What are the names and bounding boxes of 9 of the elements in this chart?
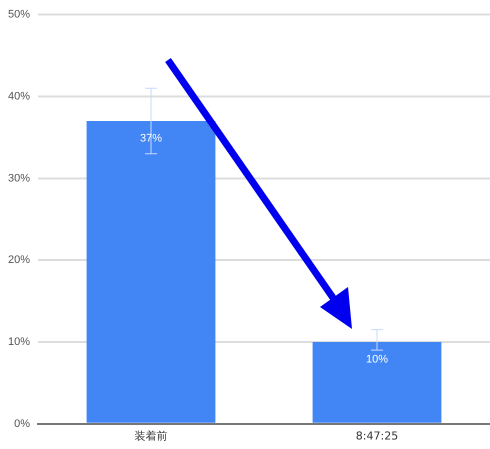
y-tick-label: 50% (8, 8, 30, 21)
y-tick-label: 0% (14, 418, 30, 430)
y-tick-label: 30% (8, 172, 30, 184)
x-tick-label: 8:47:25 (356, 429, 398, 442)
y-tick-label: 20% (8, 254, 30, 266)
y-tick-label: 40% (8, 90, 30, 102)
x-tick-label: 装着前 (134, 429, 168, 442)
data-label: 10% (366, 353, 388, 366)
y-tick-label: 10% (8, 336, 30, 348)
